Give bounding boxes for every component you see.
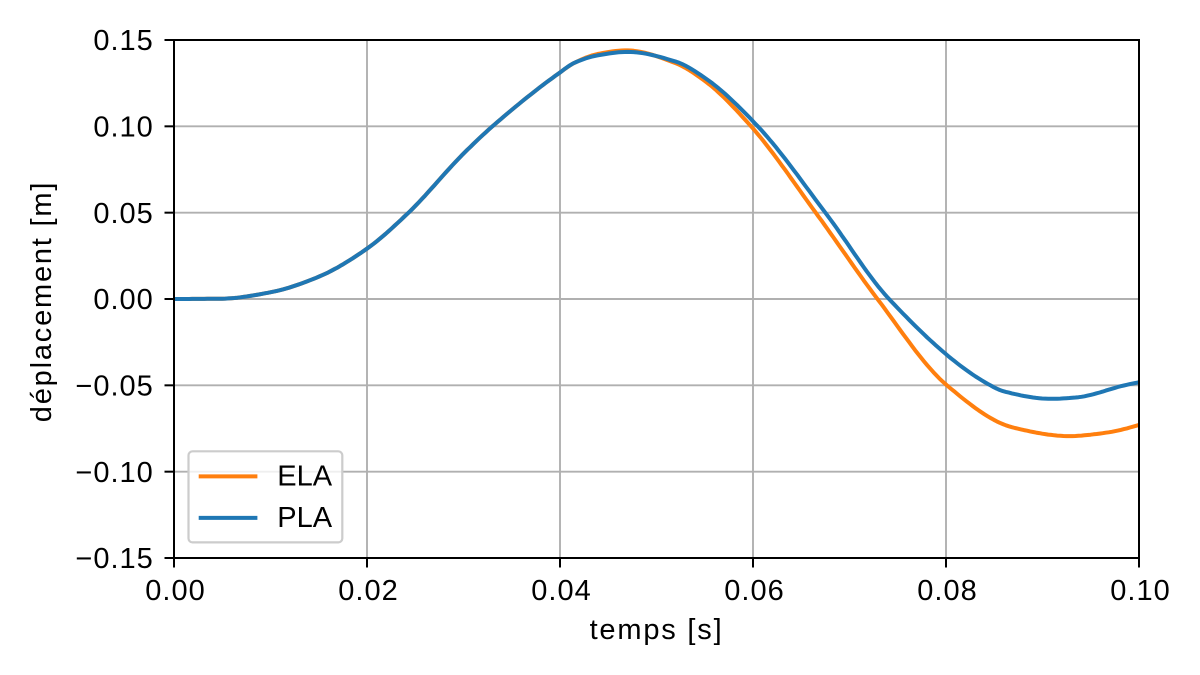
- svg-text:0.00: 0.00: [145, 575, 205, 607]
- svg-text:0.10: 0.10: [93, 112, 153, 144]
- svg-text:temps [s]: temps [s]: [590, 614, 724, 646]
- svg-text:0.08: 0.08: [917, 575, 977, 607]
- svg-text:0.05: 0.05: [93, 198, 153, 230]
- svg-text:−0.10: −0.10: [75, 457, 153, 489]
- svg-text:−0.15: −0.15: [75, 543, 153, 575]
- svg-text:0.04: 0.04: [531, 575, 591, 607]
- svg-text:déplacement [m]: déplacement [m]: [26, 181, 58, 422]
- svg-text:PLA: PLA: [277, 502, 332, 534]
- svg-text:0.06: 0.06: [724, 575, 784, 607]
- svg-text:0.02: 0.02: [338, 575, 398, 607]
- svg-text:0.10: 0.10: [1110, 575, 1170, 607]
- svg-text:ELA: ELA: [277, 461, 332, 493]
- svg-text:0.15: 0.15: [93, 25, 153, 57]
- svg-text:−0.05: −0.05: [75, 371, 153, 403]
- svg-text:0.00: 0.00: [93, 284, 153, 316]
